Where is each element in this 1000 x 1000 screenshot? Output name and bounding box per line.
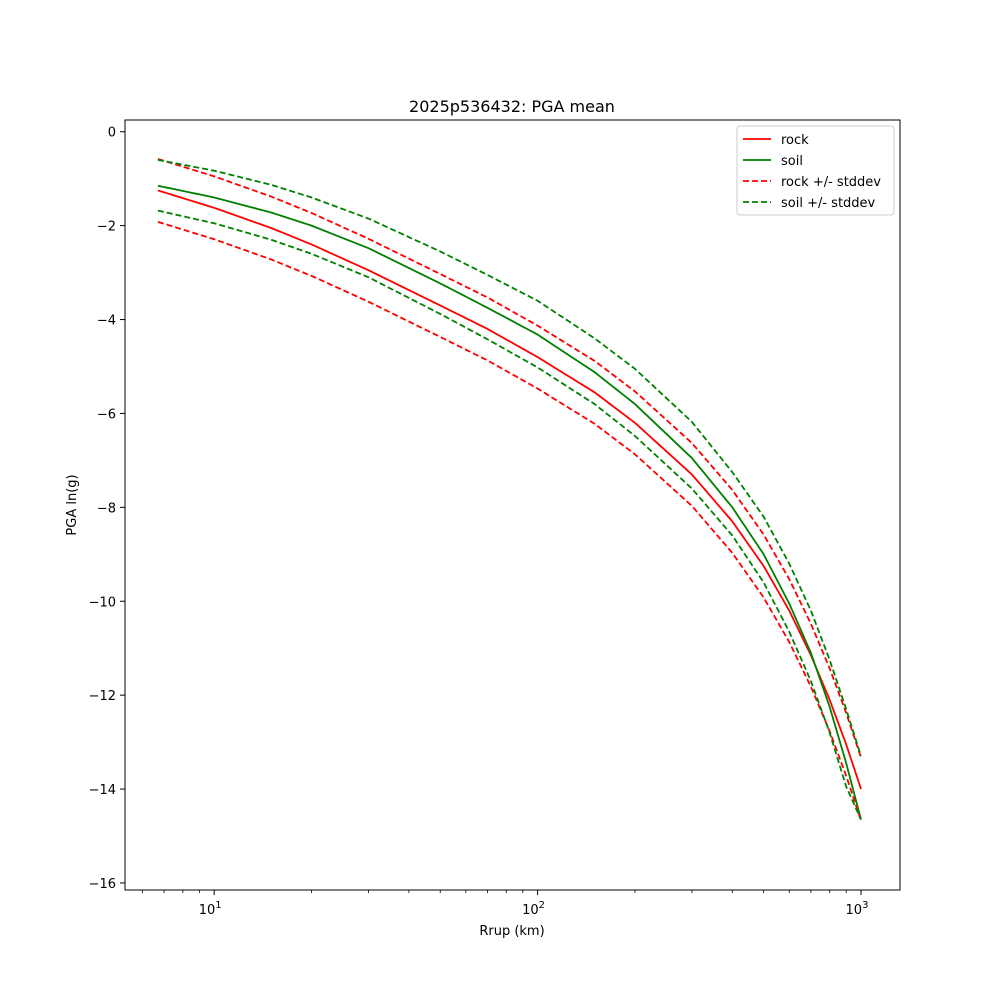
x-axis-label: Rrup (km) (479, 924, 544, 939)
series-line-2 (157, 158, 862, 758)
legend-label-3: soil +/- stddev (781, 196, 876, 211)
series-line-4 (157, 159, 862, 757)
y-tick-label: −2 (97, 220, 116, 235)
series-line-1 (157, 184, 862, 820)
y-tick-label: −12 (89, 689, 116, 704)
series-line-5 (157, 209, 862, 820)
series-line-3 (157, 221, 862, 821)
y-tick-label: 0 (108, 126, 116, 141)
legend-label-2: rock +/- stddev (781, 175, 881, 190)
legend-label-0: rock (781, 133, 809, 148)
chart-title: 2025p536432: PGA mean (409, 97, 615, 116)
y-axis-label: PGA ln(g) (65, 474, 80, 535)
y-tick-label: −6 (97, 407, 116, 422)
y-tick-label: −16 (89, 877, 116, 892)
legend-label-1: soil (781, 154, 803, 169)
y-tick-label: −8 (97, 501, 116, 516)
axes-frame (124, 119, 901, 891)
y-tick-label: −10 (89, 595, 116, 610)
y-tick-label: −4 (97, 314, 116, 329)
legend-box (736, 125, 895, 216)
y-tick-label: −14 (89, 783, 116, 798)
